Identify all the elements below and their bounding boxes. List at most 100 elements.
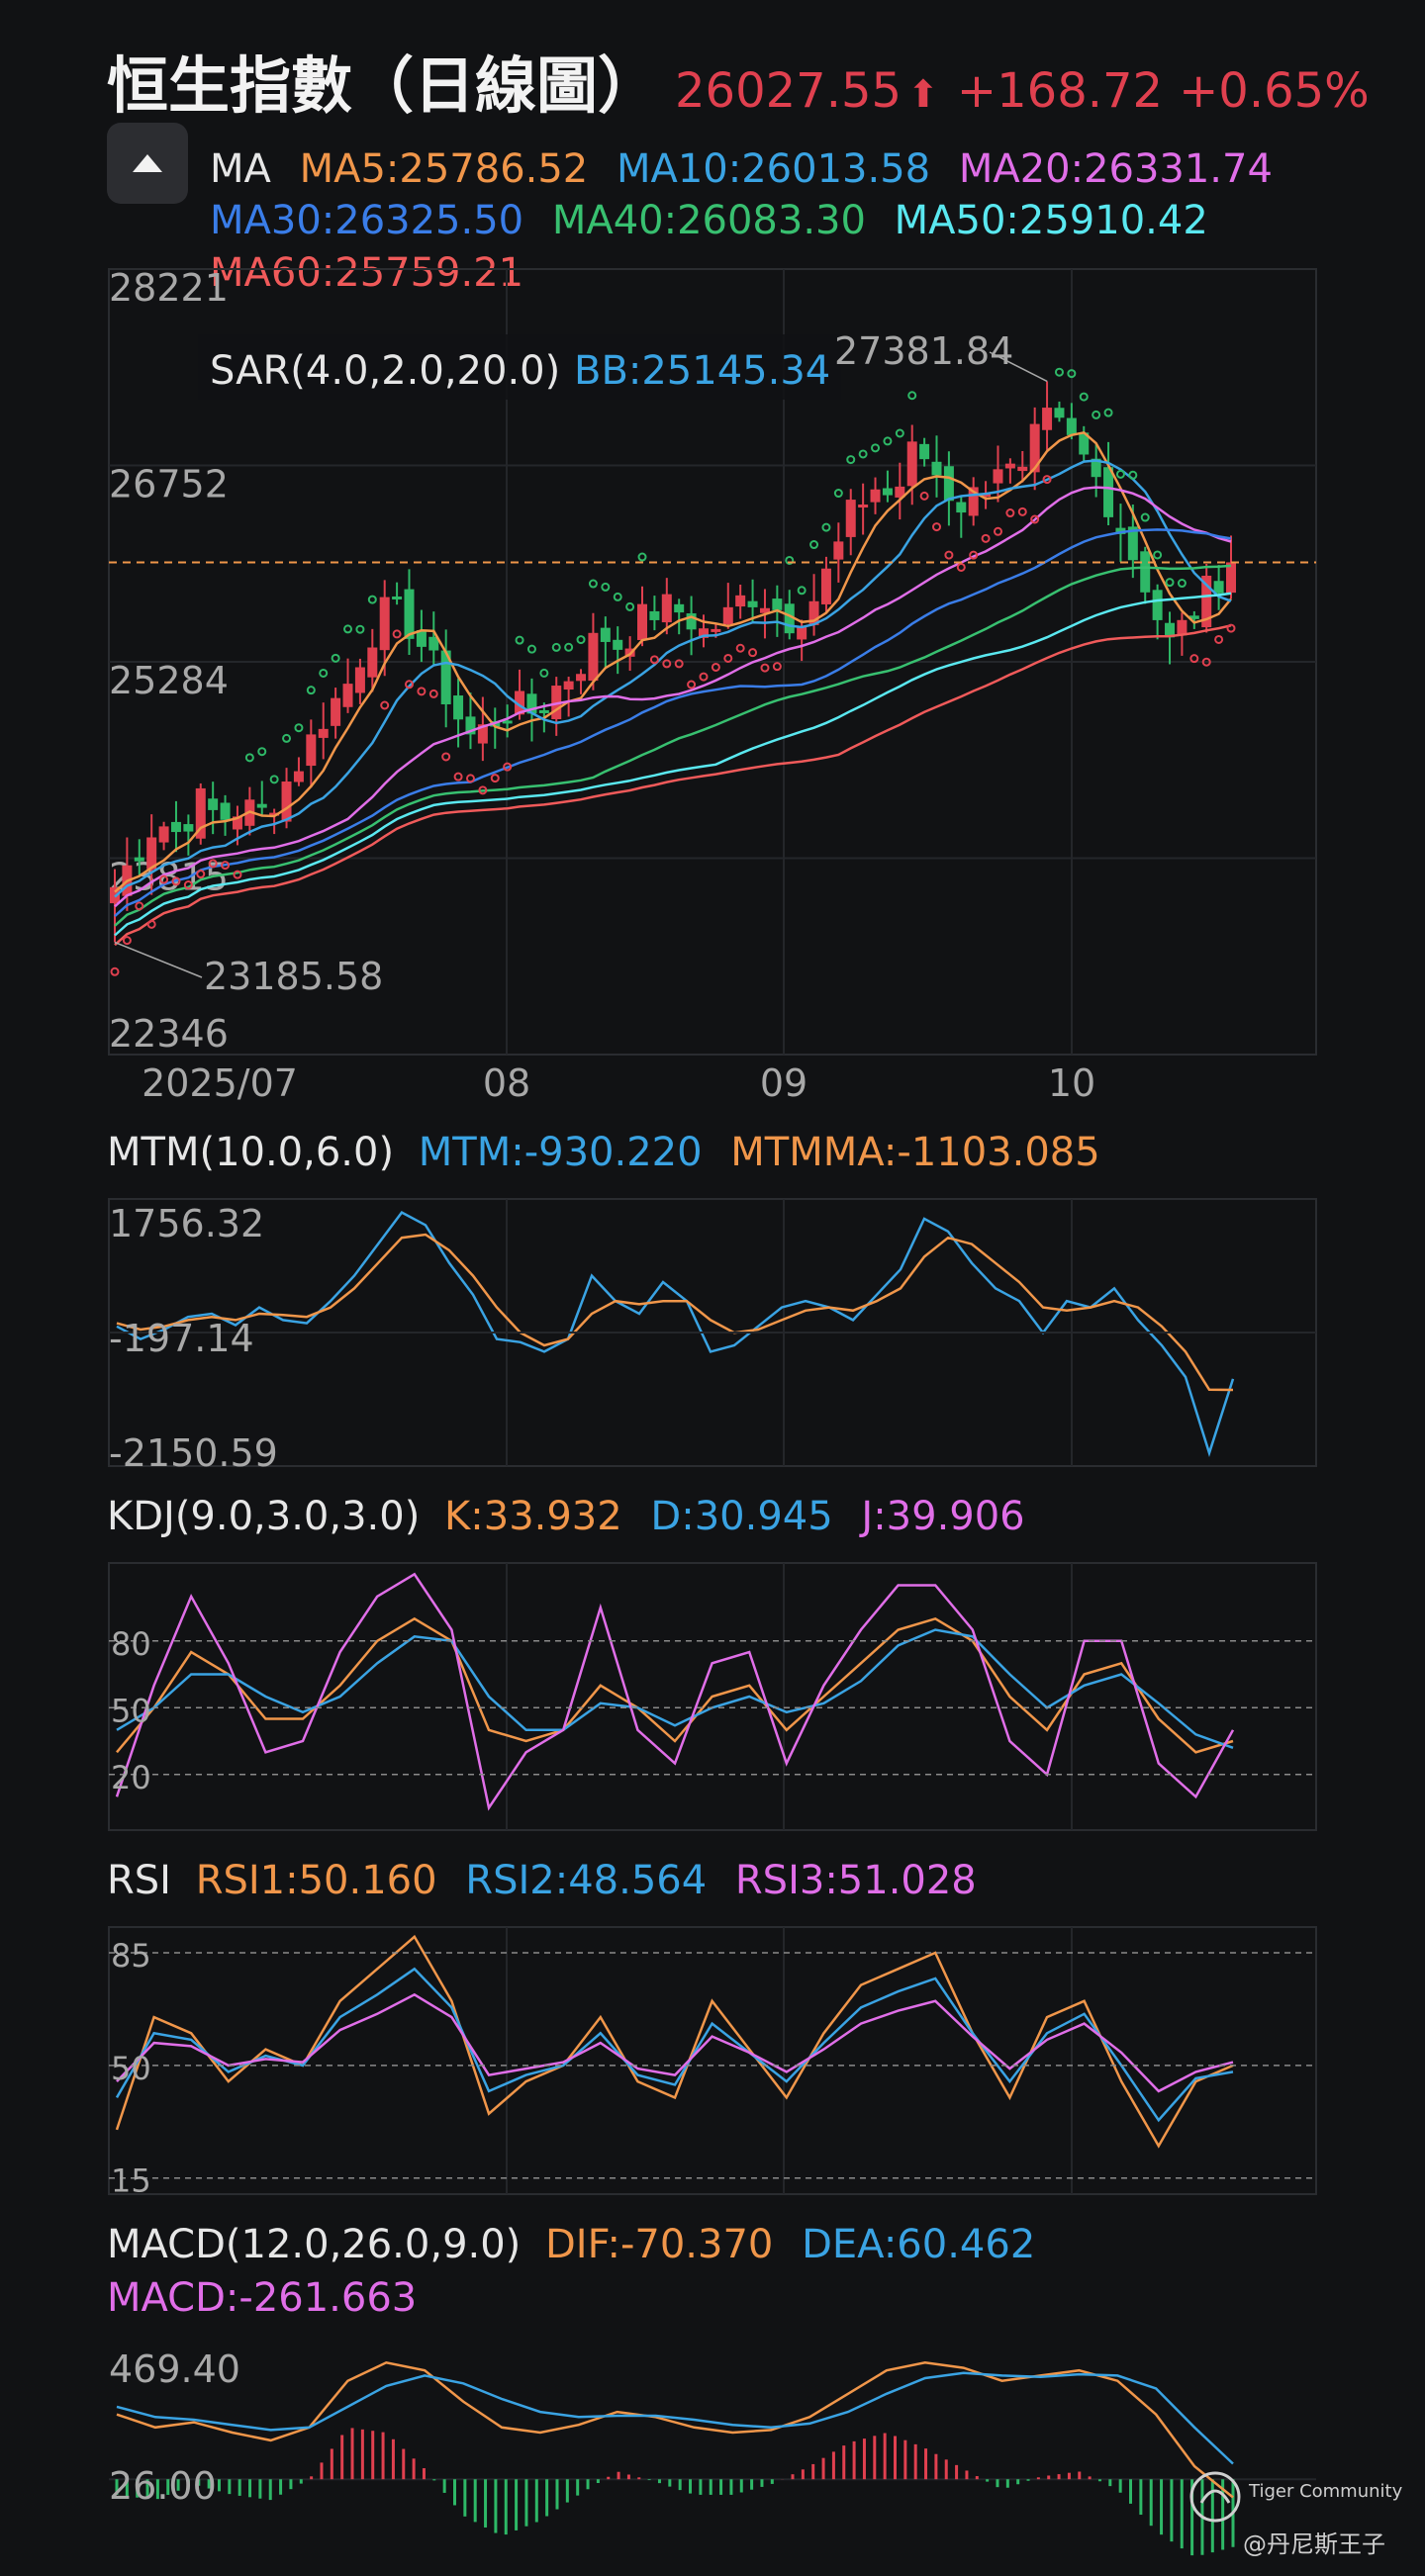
kdj-level-label: 20	[111, 1759, 151, 1796]
candle-body	[538, 709, 549, 713]
ma50-line	[114, 592, 1232, 937]
sar-dot	[171, 876, 181, 886]
sar-dot	[282, 733, 292, 743]
sar-dot	[1153, 550, 1163, 560]
sar-dot	[748, 648, 758, 658]
ma20-line	[114, 486, 1232, 908]
candle-body	[526, 693, 537, 714]
sar-dot	[1214, 634, 1224, 644]
sar-dot	[539, 668, 549, 678]
candle-body	[1017, 466, 1028, 472]
sar-dot	[956, 562, 966, 572]
candle-body	[293, 771, 304, 782]
macd-hist-label: MACD:-261.663	[107, 2275, 418, 2321]
kdj-level-label: 80	[111, 1625, 151, 1663]
candle-body	[661, 594, 672, 623]
sar-dot	[1030, 514, 1040, 524]
candle-body	[895, 486, 905, 498]
main-x-tick-label: 2025/07	[142, 1061, 298, 1105]
sar-dot	[526, 644, 536, 654]
collapse-toggle-button[interactable]	[107, 123, 188, 204]
sar-dot	[1103, 408, 1113, 417]
candle-body	[858, 505, 869, 508]
candle-body	[502, 720, 513, 724]
candle-body	[943, 466, 954, 502]
sar-dot	[1189, 654, 1199, 664]
mtm-mtmma-line	[116, 1233, 1234, 1392]
candle-body	[1152, 590, 1163, 620]
sar-dot	[183, 880, 193, 890]
sar-dot	[625, 601, 635, 611]
tiger-logo-icon	[1189, 2471, 1241, 2523]
low-callout-line	[114, 941, 203, 978]
candle-body	[269, 812, 280, 816]
sar-label: SAR(4.0,2.0,20.0)	[210, 348, 560, 394]
sar-dot	[797, 586, 807, 596]
kdj-d-line	[116, 1628, 1234, 1749]
kdj-frame	[108, 1562, 1317, 1831]
candle-body	[576, 674, 587, 682]
sar-dot	[465, 774, 475, 783]
sar-dot	[1165, 578, 1175, 588]
candle-body	[465, 716, 476, 735]
main-y-tick-label: 25284	[109, 659, 229, 702]
sar-dot	[1115, 469, 1125, 479]
candle-body	[820, 568, 831, 604]
sar-dot	[355, 624, 365, 634]
ma60-line	[114, 624, 1232, 947]
rsi-rsi1-line	[115, 1934, 1234, 2149]
candle-body	[735, 595, 746, 607]
sar-dot	[135, 901, 144, 911]
candle-body	[1103, 467, 1114, 517]
ma30-label: MA30:26325.50	[210, 198, 524, 243]
candle-body	[453, 695, 464, 720]
page-header: 恒生指數（日線圖） 26027.55 ⬆ +168.72 +0.65%	[107, 36, 1370, 122]
ma-label: MA	[210, 146, 271, 192]
candle-body	[404, 589, 415, 639]
candle-body	[674, 603, 685, 613]
candle-body	[281, 782, 292, 822]
sar-dot	[821, 522, 831, 532]
main-x-tick-label: 09	[760, 1061, 808, 1105]
sar-dot	[735, 643, 745, 653]
candle-body	[882, 488, 893, 496]
sar-dot	[637, 552, 647, 562]
candle-body	[1226, 562, 1236, 594]
kdj-j-line	[115, 1572, 1235, 1811]
ma40-line	[114, 564, 1232, 927]
main-y-tick-label: 28221	[109, 266, 229, 310]
sar-dot	[392, 629, 402, 639]
candle-body	[833, 541, 844, 560]
sar-dot	[417, 687, 427, 696]
ma5-label: MA5:25786.52	[299, 146, 589, 192]
kdj-level-label: 50	[111, 1692, 151, 1729]
candle-body	[870, 489, 881, 503]
sar-label-bg	[198, 334, 841, 400]
rsi1-label: RSI1:50.160	[195, 1858, 437, 1903]
sar-dot	[1140, 512, 1150, 522]
candle-body	[551, 686, 562, 719]
sar-dot	[244, 753, 254, 763]
watermark-brand: Tiger Community	[1249, 2481, 1403, 2502]
sar-dot	[1067, 369, 1077, 379]
sar-dot	[257, 747, 267, 757]
sar-dot	[551, 642, 561, 652]
sar-dot	[1005, 508, 1015, 518]
candle-body	[416, 630, 427, 647]
candle-body	[1079, 432, 1090, 455]
sar-dot	[895, 428, 904, 438]
sar-dot	[159, 874, 169, 884]
sar-dot	[1054, 367, 1064, 377]
candle-body	[1188, 615, 1199, 619]
kdj-k-label: K:33.932	[444, 1494, 622, 1539]
sar-dots	[110, 367, 1236, 976]
ma60-label: MA60:25759.21	[210, 250, 524, 296]
ma10-line	[114, 459, 1232, 898]
candle-body	[845, 500, 856, 537]
sar-dot	[269, 775, 279, 784]
candle-body	[428, 636, 439, 651]
ma5-line	[114, 430, 1232, 893]
sar-dot	[428, 689, 438, 698]
bb-label: BB:25145.34	[574, 348, 830, 394]
